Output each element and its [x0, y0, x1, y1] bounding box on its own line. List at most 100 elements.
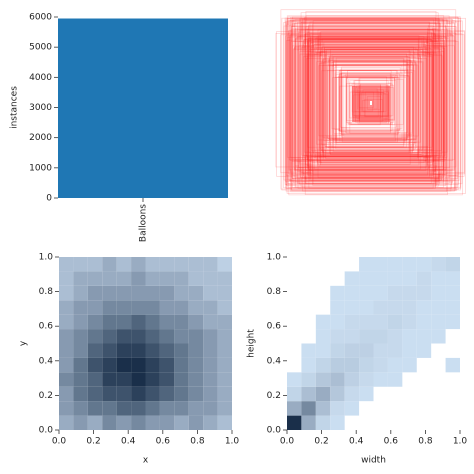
hist-cell	[73, 401, 88, 416]
box-outline	[325, 48, 410, 154]
box-outline	[307, 38, 427, 161]
box-outline	[319, 62, 417, 149]
box-outline	[339, 72, 400, 132]
hist-cell	[330, 285, 345, 301]
box-outline	[300, 29, 434, 174]
hist-cell	[73, 257, 88, 272]
box-outline	[341, 66, 413, 134]
hist-cell	[373, 314, 388, 330]
x-tick-label: 1.0	[453, 437, 468, 447]
box-outline	[302, 42, 435, 174]
box-outline	[290, 41, 440, 159]
box-outline	[303, 43, 444, 175]
box-outline	[289, 34, 455, 171]
box-outline	[294, 19, 440, 182]
box-outline	[317, 38, 419, 157]
hist-cell	[301, 386, 316, 402]
hist-cell	[102, 285, 117, 301]
box-outline	[312, 53, 438, 157]
hist-cell	[116, 386, 132, 402]
hist-cell	[217, 386, 232, 402]
box-outline	[319, 55, 428, 159]
hist-cell	[131, 314, 146, 330]
y-tick-label: 0.4	[267, 356, 282, 366]
hist-cell	[359, 386, 374, 402]
box-outline	[319, 51, 411, 165]
hist-cell	[402, 271, 417, 286]
hist-cell	[330, 415, 345, 430]
hist-cell	[145, 300, 160, 315]
hist-cell	[73, 357, 88, 373]
box-outline	[297, 28, 456, 189]
box-outline	[323, 60, 407, 139]
hist-cell	[315, 343, 331, 358]
hist-cell	[87, 386, 103, 402]
box-outline	[303, 34, 428, 167]
box-outline	[314, 47, 421, 170]
hist-cell	[315, 386, 331, 402]
box-outline	[329, 58, 405, 148]
box-outline	[298, 45, 455, 171]
y-axis-label: y	[19, 340, 29, 346]
hist-cell	[445, 271, 460, 286]
box-outline	[312, 20, 439, 185]
box-outline	[347, 70, 392, 124]
y-tick-label: 0.8	[267, 287, 282, 297]
box-outline	[297, 22, 437, 184]
hist-cell	[188, 314, 204, 330]
box-outline	[332, 56, 422, 143]
hist-cell	[159, 343, 175, 358]
box-outline	[299, 29, 437, 174]
y-tick-label: 0	[46, 194, 52, 204]
hist-cell	[174, 285, 189, 301]
box-outline	[306, 53, 442, 157]
box-outline	[329, 57, 411, 143]
box-outline	[289, 36, 446, 173]
hist-cell	[59, 401, 74, 416]
box-center	[370, 101, 372, 105]
box-outline	[334, 77, 407, 141]
box-outline	[310, 42, 430, 171]
box-outline	[289, 20, 450, 182]
box-outline	[322, 64, 419, 153]
box-outline	[299, 51, 434, 165]
hist-cell	[330, 386, 345, 402]
box-outline	[287, 20, 456, 180]
box-outline	[322, 56, 422, 156]
box-outline	[280, 34, 465, 174]
box-outline	[334, 72, 403, 139]
box-outline	[308, 24, 429, 170]
hist-cell	[116, 343, 132, 358]
hist-cell	[73, 300, 88, 315]
hist-cell	[188, 401, 204, 416]
box-outline	[301, 18, 444, 179]
box-outline	[302, 19, 444, 178]
hist-cell	[431, 314, 446, 330]
box-outline	[332, 61, 413, 152]
box-outline	[305, 15, 445, 181]
y-tick-label: 1000	[29, 163, 52, 173]
hist-cell	[373, 329, 388, 344]
box-outline	[315, 44, 430, 162]
hist-cell	[73, 386, 88, 402]
box-outline	[329, 65, 409, 139]
hist-cell	[73, 271, 88, 286]
hist-cell	[59, 300, 74, 315]
hist-cell	[73, 415, 88, 430]
box-outline	[298, 30, 435, 169]
box-outline	[307, 55, 443, 161]
box-outline	[293, 48, 440, 161]
hist-cell	[159, 257, 175, 272]
hist-cell	[87, 285, 103, 301]
box-outline	[307, 40, 445, 176]
hist-cell	[145, 372, 160, 387]
box-outline	[307, 28, 445, 170]
box-outline	[300, 12, 439, 187]
hist-cell	[217, 271, 232, 286]
box-outline	[324, 48, 429, 147]
hist-cell	[188, 257, 204, 272]
hist-cell	[59, 415, 74, 430]
hist-cell	[402, 257, 417, 272]
box-outline	[288, 25, 447, 175]
box-outline	[334, 66, 401, 130]
